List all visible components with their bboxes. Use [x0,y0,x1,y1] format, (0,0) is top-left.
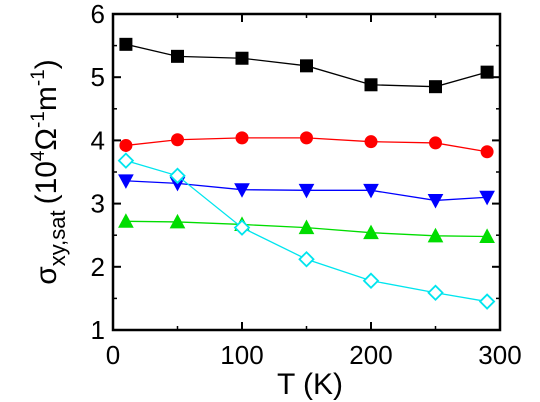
data-point [362,272,380,289]
y-tick-label: 4 [91,125,105,155]
y-axis-unit-close: ) [30,59,63,69]
y-axis-unit-m: m [30,86,63,111]
data-point [427,284,444,301]
data-point [478,293,496,310]
ticks-layer: 0 100 200 300 1 2 3 4 5 6 [91,0,522,370]
series-layer [117,37,496,310]
data-point [235,51,249,65]
y-axis-unit-exp3: -1 [28,69,49,86]
y-axis-unit-exp2: -1 [28,111,49,128]
x-tick-label: 0 [106,340,120,370]
x-axis-title: T (K) [277,368,343,401]
data-point [118,213,134,228]
y-tick-label: 6 [91,0,105,29]
data-point [298,219,315,235]
data-point [117,152,135,169]
y-axis-subscript: xy,sat [45,210,70,266]
data-point [169,213,186,229]
data-point [363,183,379,199]
data-point [119,138,133,152]
data-point [233,219,251,236]
data-point [235,131,249,145]
x-tick-label: 100 [220,340,263,370]
x-tick-label: 200 [349,340,392,370]
y-axis-unit-exp1: 4 [28,150,49,161]
data-point [169,167,186,185]
y-axis-title: σxy,sat(104Ω-1m-1) [28,59,70,285]
data-point [298,250,315,268]
y-axis-unit-open: (10 [30,161,63,204]
x-tick-label: 300 [478,340,521,370]
y-axis-unit-omega: Ω [30,128,63,150]
data-point [427,193,444,209]
data-point [364,78,378,92]
data-point [427,227,444,243]
data-point [298,183,315,199]
data-point [480,145,494,159]
data-point [234,183,250,198]
data-point [119,37,133,51]
data-point [118,174,134,189]
y-tick-label: 2 [91,252,105,282]
data-point [429,136,442,150]
y-tick-label: 3 [91,189,105,219]
y-tick-label: 5 [91,62,105,92]
y-tick-label: 1 [91,315,105,345]
data-point [429,80,442,94]
data-point [171,133,184,147]
y-axis-symbol: σ [30,266,63,285]
data-point [480,65,494,79]
data-point [479,190,495,206]
data-point [479,228,495,243]
data-point [300,131,313,145]
data-point [300,59,313,73]
data-point [363,224,379,240]
data-point [171,49,184,63]
data-point [364,135,378,149]
